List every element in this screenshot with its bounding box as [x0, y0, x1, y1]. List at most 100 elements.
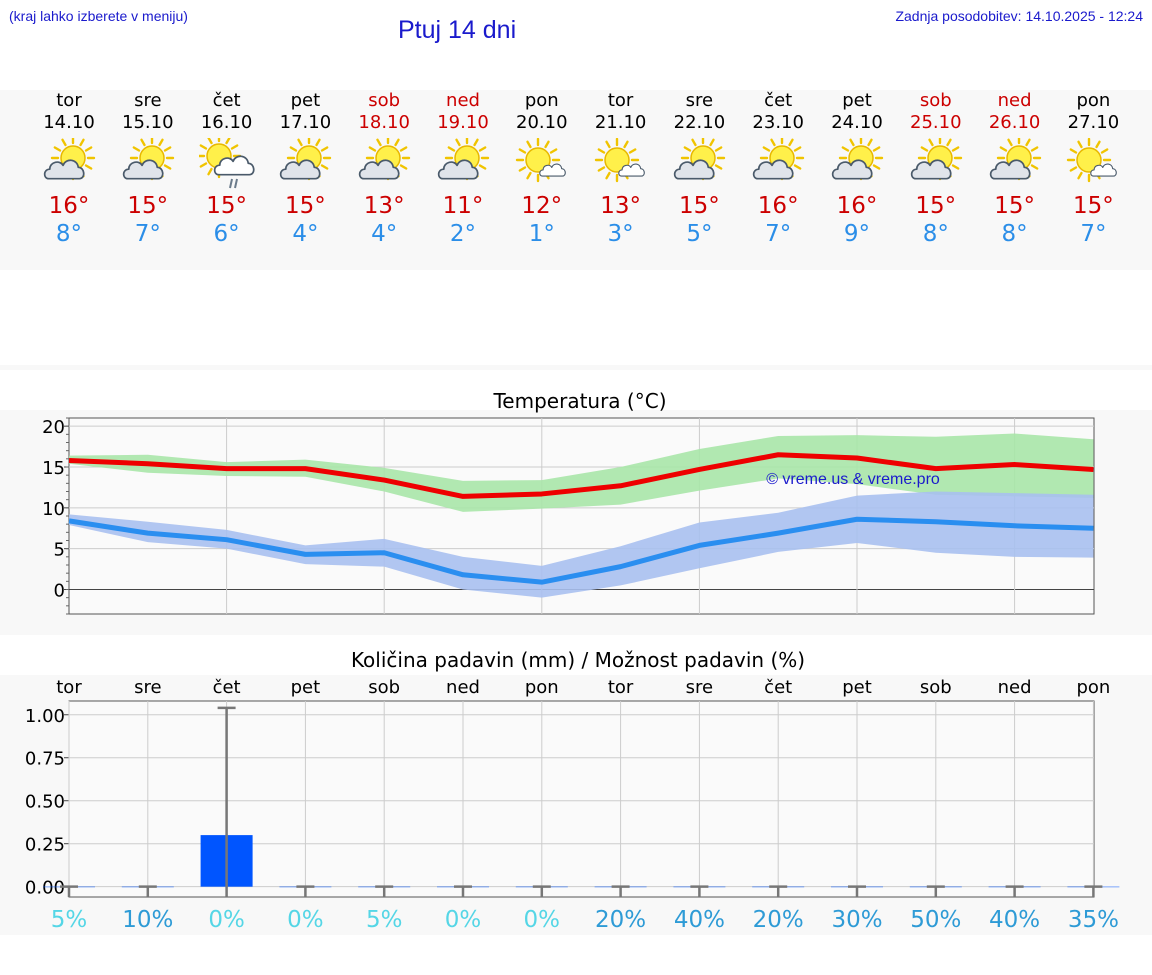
min-temp: 7° — [1080, 221, 1107, 247]
location-hint: (kraj lahko izberete v meniju) — [9, 8, 188, 24]
min-temp: 2° — [449, 221, 477, 247]
temperature-title: Temperatura (°C) — [492, 389, 666, 413]
precip-day-label: čet — [764, 677, 792, 698]
precip-chance: 35% — [1068, 907, 1119, 933]
max-temp: 15° — [285, 193, 326, 219]
precip-day-label: sob — [920, 677, 952, 698]
day-column: sob 18.10 13° 4° — [344, 90, 424, 248]
day-name: čet — [212, 90, 241, 111]
temperature-tick-label: 10 — [42, 499, 65, 520]
max-temp: 15° — [915, 193, 957, 219]
day-name: sre — [685, 90, 714, 111]
watermark: © vreme.us & vreme.pro — [766, 471, 940, 488]
partly-cloudy-icon — [437, 138, 490, 181]
day-name: ned — [997, 90, 1032, 111]
precip-day-label: sre — [134, 677, 161, 698]
max-temp: 13° — [363, 193, 405, 219]
precip-day-label: pet — [291, 677, 321, 698]
min-temp: 3° — [607, 221, 634, 247]
precip-chance: 0% — [445, 907, 482, 933]
mostly-sunny-icon — [1067, 138, 1118, 183]
day-date: 20.10 — [516, 112, 568, 133]
temperature-tick-label: 0 — [54, 581, 65, 602]
precip-chance: 20% — [753, 907, 804, 933]
min-temp: 4° — [292, 221, 319, 247]
precip-chance: 10% — [122, 907, 173, 933]
day-name: čet — [764, 90, 793, 111]
max-band — [69, 433, 1094, 512]
precip-tick-label: 0.25 — [25, 835, 65, 856]
precip-tick-label: 0.75 — [25, 749, 65, 770]
min-line — [68, 516, 1094, 585]
max-temp: 15° — [1073, 193, 1114, 219]
min-temp: 8° — [922, 221, 949, 247]
partly-cloudy-icon — [910, 138, 962, 181]
day-date: 27.10 — [1067, 112, 1120, 133]
max-line — [68, 452, 1094, 499]
partly-cloudy-icon — [674, 138, 726, 181]
day-name: pet — [842, 90, 872, 111]
precip-day-label: tor — [608, 677, 634, 698]
day-date: 19.10 — [437, 112, 489, 133]
max-temp: 12° — [521, 193, 563, 219]
day-name: ned — [446, 90, 480, 111]
max-temp: 15° — [679, 193, 720, 219]
min-temp: 8° — [1001, 221, 1028, 247]
precip-chance: 0% — [287, 907, 324, 933]
min-temp: 5° — [686, 221, 713, 247]
day-name: sre — [134, 90, 162, 111]
day-date: 17.10 — [279, 112, 332, 133]
day-column: ned 19.10 11° 2° — [423, 90, 503, 248]
precip-chance: 5% — [366, 907, 403, 933]
day-date: 24.10 — [831, 112, 883, 133]
precip-day-label: tor — [56, 677, 82, 698]
precip-day-label: ned — [446, 677, 480, 698]
day-date: 16.10 — [200, 112, 253, 133]
min-temp: 4° — [371, 221, 398, 247]
max-temp: 15° — [127, 193, 169, 219]
temperature-tick-label: 15 — [42, 458, 65, 479]
precip-tick-label: 0.00 — [25, 878, 65, 899]
day-name: tor — [607, 90, 634, 111]
day-column: ned 26.10 15° 8° — [975, 90, 1055, 248]
precip-day-label: sob — [368, 677, 400, 698]
partly-cloudy-icon — [358, 138, 411, 181]
forecast-band — [0, 90, 1152, 270]
day-date: 23.10 — [752, 112, 804, 133]
max-temp: 16° — [757, 193, 799, 219]
partly-cloudy-icon — [752, 138, 805, 181]
day-date: 18.10 — [358, 112, 410, 133]
min-temp: 6° — [213, 221, 240, 247]
precip-tick-label: 1.00 — [25, 706, 65, 727]
max-temp: 15° — [206, 193, 247, 219]
min-temp: 7° — [765, 221, 792, 247]
day-column: pon 20.10 12° 1° — [502, 90, 582, 248]
day-column: čet 16.10 15° 6° — [187, 90, 267, 248]
day-name: pon — [1076, 90, 1111, 111]
page-title: Ptuj 14 dni — [398, 16, 517, 44]
partly-cloudy-icon — [43, 138, 96, 181]
precip-day-label: pon — [525, 677, 559, 698]
precip-chance: 0% — [208, 907, 245, 933]
divider — [0, 365, 1152, 370]
day-date: 14.10 — [43, 112, 95, 133]
day-date: 22.10 — [673, 112, 726, 133]
precip-day-label: sre — [686, 677, 713, 698]
day-column: sre 22.10 15° 5° — [659, 90, 739, 248]
precip-chance: 40% — [989, 907, 1040, 933]
min-temp: 8° — [55, 221, 83, 247]
precip-chance: 0% — [524, 907, 561, 933]
max-temp: 16° — [836, 193, 878, 219]
precip-chance: 5% — [51, 907, 88, 933]
precip-tick-label: 0.50 — [25, 792, 65, 813]
day-name: pet — [290, 90, 321, 111]
temperature-tick-label: 5 — [54, 540, 65, 561]
day-name: pon — [524, 90, 559, 111]
partly-cloudy-icon — [989, 138, 1041, 181]
day-date: 26.10 — [988, 112, 1041, 133]
precip-chance: 20% — [595, 907, 646, 933]
max-temp: 13° — [600, 193, 641, 219]
day-column: pet 24.10 16° 9° — [817, 90, 897, 248]
precip-day-label: ned — [998, 677, 1032, 698]
